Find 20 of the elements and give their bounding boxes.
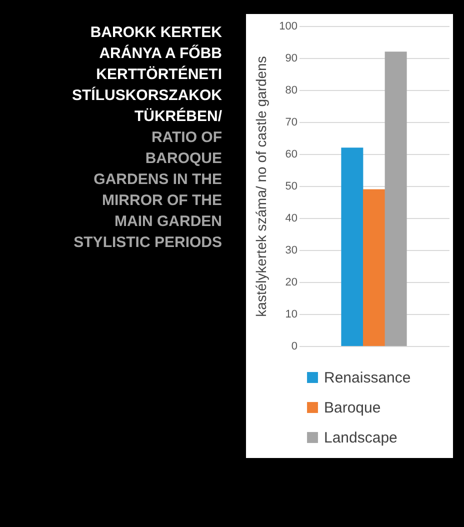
y-tick-label: 30 bbox=[285, 244, 298, 256]
y-axis-title: kastélykertek száma/ no of castle gardens bbox=[253, 56, 270, 317]
y-tick-label: 90 bbox=[285, 52, 298, 64]
y-tick-label: 50 bbox=[285, 180, 298, 192]
y-tick-label: 20 bbox=[285, 276, 298, 288]
bar bbox=[341, 148, 364, 346]
text: BAROKK KERTEK ARÁNYA A FŐBB KERTTÖRTÉNETI STÍLUSKORSZAKOK TÜKRÉBEN/ bbox=[72, 23, 222, 127]
bar bbox=[384, 52, 407, 346]
y-tick-label: 60 bbox=[285, 148, 298, 160]
bar bbox=[363, 189, 385, 346]
y-tick-label: 10 bbox=[285, 308, 298, 320]
y-tick-label: 40 bbox=[285, 212, 298, 224]
y-tick-label: 0 bbox=[291, 340, 298, 352]
legend-label: Renaissance bbox=[324, 370, 411, 386]
y-tick-label: 80 bbox=[285, 84, 298, 96]
y-tick-label: 100 bbox=[279, 20, 298, 32]
legend-label: Baroque bbox=[324, 400, 381, 416]
legend-label: Landscape bbox=[324, 430, 398, 446]
text: RATIO OF BAROQUE GARDENS IN THE MIRROR OF THE MAIN GARDEN STYLISTIC PERIODS bbox=[72, 128, 222, 253]
y-tick-label: 70 bbox=[285, 116, 298, 128]
